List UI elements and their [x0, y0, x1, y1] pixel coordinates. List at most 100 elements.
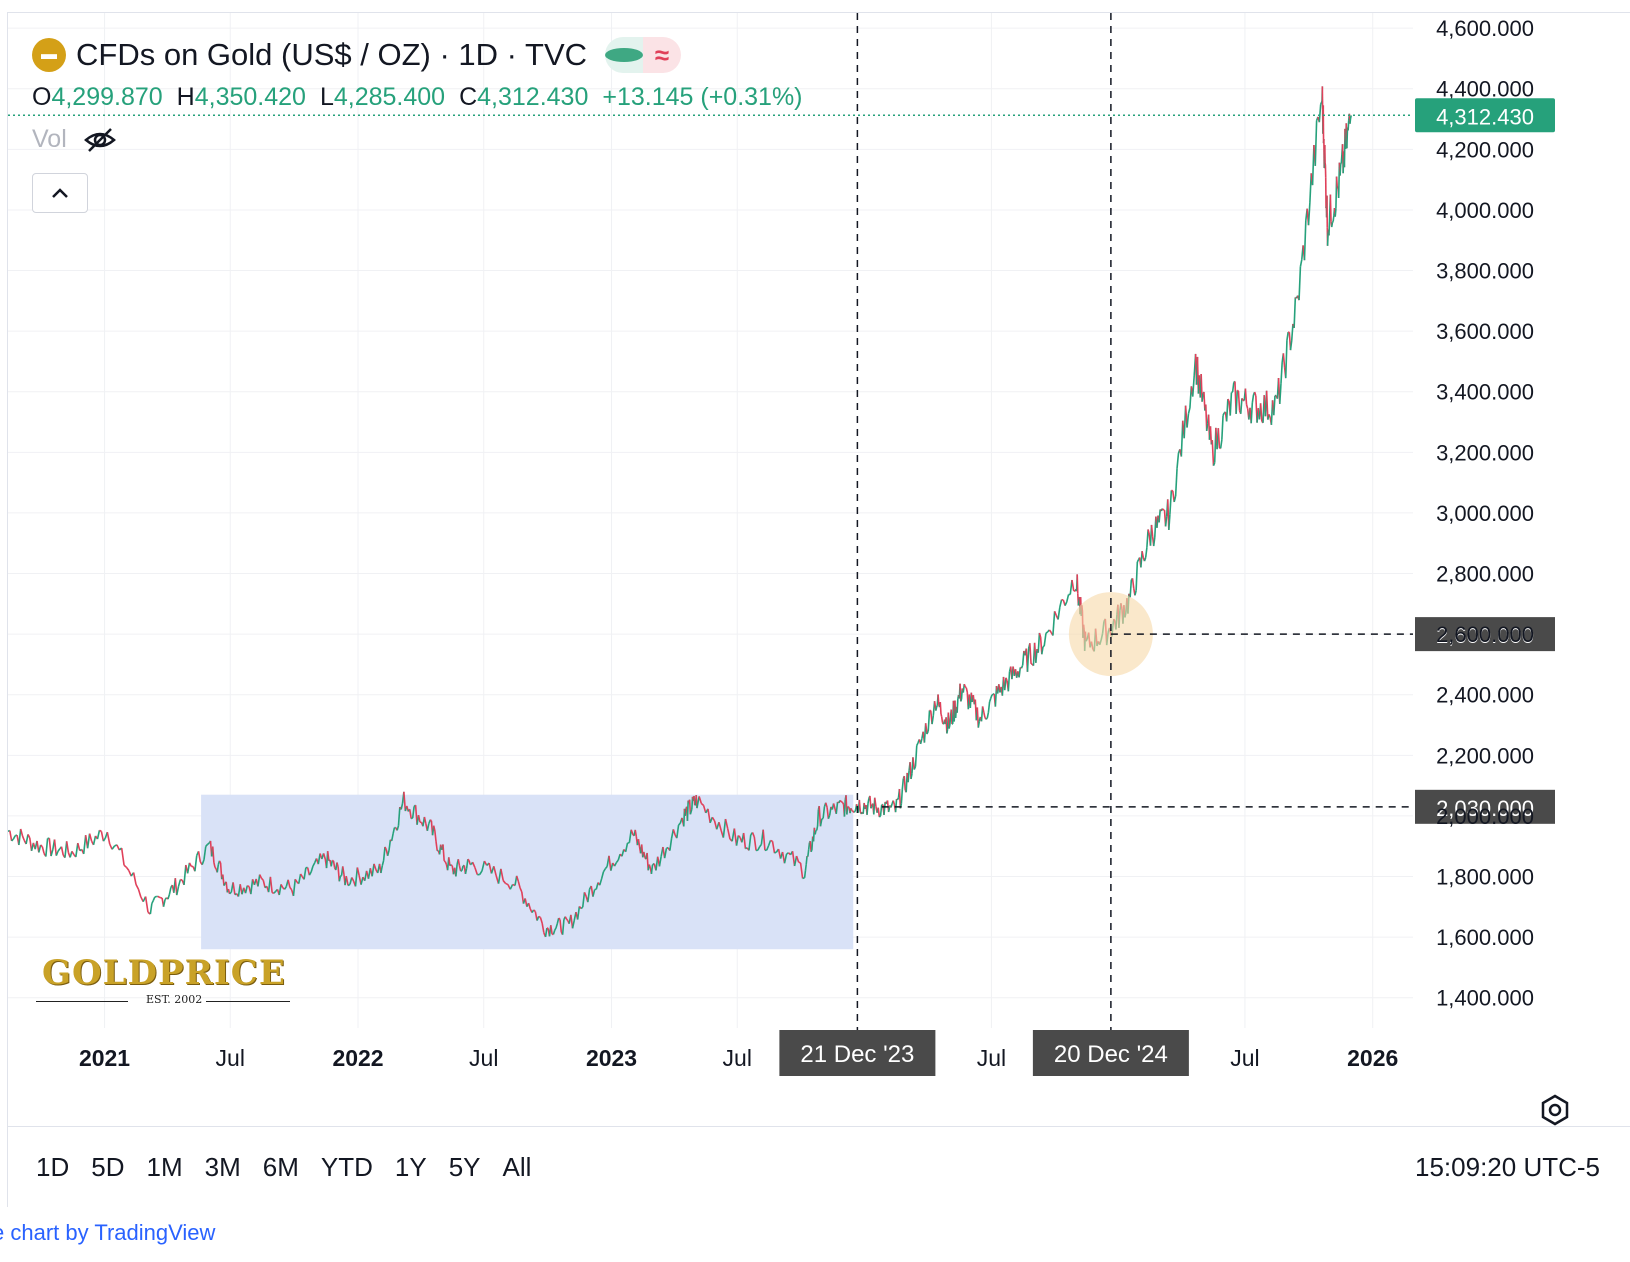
- range-button-1d[interactable]: 1D: [36, 1151, 70, 1182]
- price-segment: [669, 838, 673, 851]
- price-segment: [1241, 397, 1244, 401]
- price-segment: [294, 878, 298, 883]
- price-segment: [839, 799, 843, 803]
- status-pill[interactable]: ≈: [605, 37, 682, 73]
- attribution-text: chart by TradingView: [10, 1220, 216, 1245]
- price-segment: [331, 859, 334, 862]
- range-button-1m[interactable]: 1M: [146, 1151, 183, 1182]
- price-segment: [561, 919, 565, 935]
- price-segment: [581, 892, 586, 908]
- price-segment: [292, 879, 297, 897]
- price-segment: [326, 851, 330, 861]
- price-segment: [824, 802, 828, 808]
- price-segment: [467, 858, 470, 862]
- price-segment: [500, 868, 505, 881]
- price-segment: [751, 832, 756, 838]
- price-segment: [634, 829, 638, 837]
- price-segment: [299, 873, 303, 878]
- price-segment: [45, 838, 49, 857]
- price-segment: [262, 880, 266, 888]
- price-segment: [1173, 495, 1177, 503]
- x-tick-label: Jul: [977, 1045, 1006, 1071]
- price-segment: [71, 850, 75, 855]
- price-segment: [702, 805, 707, 814]
- price-segment: [1037, 632, 1041, 653]
- legend-title-row: ▬ CFDs on Gold (US$ / OZ) · 1D · TVC ≈: [32, 37, 682, 73]
- price-segment: [1229, 392, 1233, 416]
- price-segment: [1221, 415, 1224, 440]
- range-button-ytd[interactable]: YTD: [320, 1151, 373, 1182]
- price-segment: [700, 802, 705, 806]
- price-segment: [330, 860, 334, 867]
- price-segment: [269, 876, 273, 893]
- price-segment: [50, 849, 54, 857]
- price-segment: [827, 814, 831, 820]
- price-segment: [758, 843, 763, 848]
- price-segment: [317, 853, 321, 865]
- price-segment: [157, 895, 160, 898]
- range-button-5d[interactable]: 5D: [91, 1151, 125, 1182]
- high-value: 4,350.420: [194, 83, 306, 111]
- y-tick-label: 1,600.000: [1436, 925, 1534, 950]
- price-segment: [807, 849, 810, 857]
- price-segment: [826, 807, 830, 819]
- price-segment: [822, 806, 826, 819]
- price-segment: [373, 863, 377, 870]
- price-segment: [1187, 407, 1191, 414]
- price-segment: [1057, 606, 1061, 620]
- price-segment: [351, 877, 355, 882]
- price-segment: [77, 842, 81, 851]
- price-segment: [765, 845, 770, 851]
- price-segment: [959, 683, 962, 702]
- price-segment: [162, 899, 166, 907]
- price-segment: [771, 841, 776, 854]
- price-segment: [564, 916, 568, 920]
- price-segment: [1042, 645, 1045, 648]
- price-segment: [1334, 208, 1337, 217]
- price-segment: [1278, 383, 1282, 404]
- range-button-all[interactable]: All: [502, 1151, 532, 1182]
- price-segment: [197, 851, 202, 863]
- price-segment: [1284, 340, 1288, 379]
- symbol-title[interactable]: CFDs on Gold (US$ / OZ) · 1D · TVC: [76, 37, 588, 72]
- attribution[interactable]: e chart by TradingView: [0, 1220, 215, 1246]
- price-segment: [815, 825, 819, 831]
- collapse-legend-button[interactable]: [32, 173, 88, 213]
- time-readout[interactable]: 15:09:20 UTC-5: [1415, 1151, 1600, 1182]
- price-segment: [803, 870, 807, 878]
- price-segment: [11, 838, 15, 842]
- price-segment: [935, 706, 938, 711]
- price-segment: [1227, 398, 1230, 402]
- price-segment: [222, 874, 225, 886]
- horizontal-marker-label: 2,600.000: [1436, 623, 1534, 648]
- price-segment: [21, 835, 26, 841]
- eye-hidden-icon[interactable]: [83, 126, 117, 154]
- price-segment: [1169, 490, 1173, 515]
- price-segment: [799, 862, 804, 879]
- price-segment: [429, 819, 432, 822]
- price-segment: [1239, 398, 1243, 414]
- price-segment: [1007, 671, 1011, 692]
- price-segment: [912, 757, 916, 770]
- range-button-5y[interactable]: 5Y: [448, 1151, 481, 1182]
- price-chart[interactable]: 21 Dec '23 20 Dec '24 2,600.000 2,030.000 1,…: [8, 13, 1630, 1123]
- price-segment: [753, 836, 757, 851]
- price-segment: [229, 891, 232, 895]
- price-segment: [1268, 414, 1271, 418]
- range-button-3m[interactable]: 3M: [204, 1151, 241, 1182]
- price-segment: [360, 876, 364, 885]
- price-segment: [194, 855, 198, 872]
- price-segment: [1340, 154, 1343, 164]
- price-segment: [941, 722, 944, 725]
- price-segment: [1136, 559, 1140, 563]
- settings-icon[interactable]: [1538, 1093, 1572, 1127]
- logo-subtitle: EST. 2002: [146, 993, 203, 1006]
- highlight-range-box[interactable]: [201, 794, 854, 950]
- range-button-1y[interactable]: 1Y: [394, 1151, 427, 1182]
- price-segment: [465, 859, 469, 869]
- price-segment: [853, 811, 856, 813]
- price-segment: [600, 871, 605, 880]
- range-button-6m[interactable]: 6M: [262, 1151, 299, 1182]
- y-tick-label: 3,200.000: [1436, 440, 1534, 465]
- price-segment: [608, 855, 612, 871]
